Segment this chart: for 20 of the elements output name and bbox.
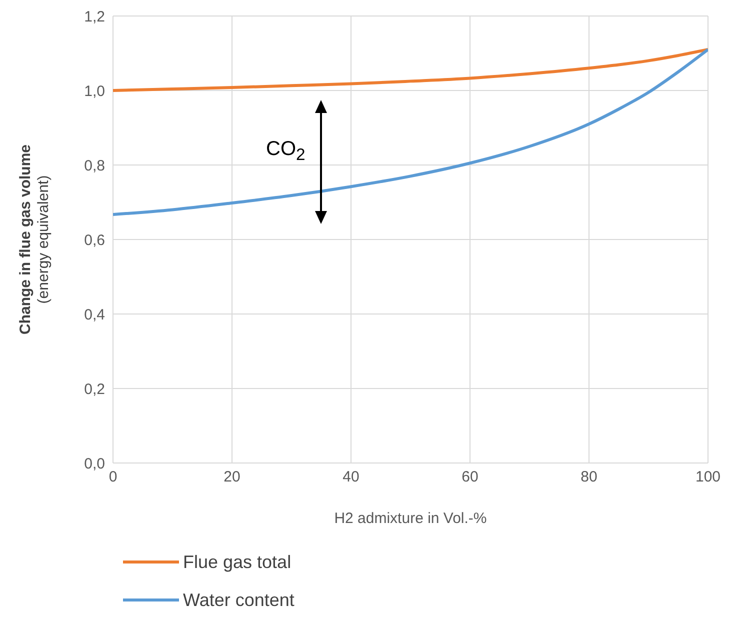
line-series — [113, 48, 708, 216]
legend-label: Flue gas total — [183, 552, 292, 572]
y-tick-label: 0,4 — [84, 306, 105, 324]
y-tick-label: 0,8 — [84, 157, 105, 174]
x-tick-label: 100 — [695, 468, 721, 486]
y-tick-label: 1,2 — [84, 8, 105, 26]
annotation: CO$_{2}$ — [266, 138, 306, 165]
x-tick-label: 0 — [108, 468, 118, 486]
x-axis-title: H2 admixture in Vol.-% — [334, 510, 487, 527]
x-tick-label: 20 — [224, 468, 240, 486]
y-tick-label: 0,2 — [84, 380, 105, 398]
x-tick-label: 80 — [580, 468, 598, 486]
y-tick-label: 1,0 — [84, 82, 105, 100]
y-axis-title: Change in flue gas volume (energy equivalent) — [17, 144, 52, 335]
y-tick-label: 0,0 — [84, 455, 105, 472]
x-tick-label: 40 — [342, 468, 360, 486]
x-tick-label: 60 — [462, 468, 478, 486]
line-series — [113, 48, 708, 92]
legend-label: Water content — [183, 590, 294, 610]
y-tick-label: 0,6 — [84, 232, 105, 249]
